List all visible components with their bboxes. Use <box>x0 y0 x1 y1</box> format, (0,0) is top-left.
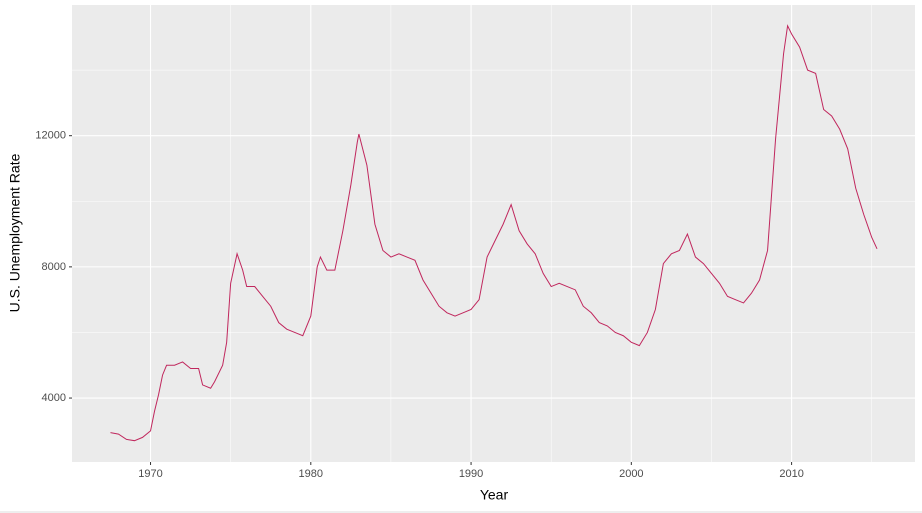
data-line <box>110 24 878 442</box>
x-tick-label: 1980 <box>299 468 323 480</box>
y-tick-label: 4000 <box>42 392 66 404</box>
x-tick-label: 1990 <box>459 468 483 480</box>
y-tick-label: 8000 <box>42 261 66 273</box>
y-axis-title: U.S. Unemployment Rate <box>7 153 23 312</box>
x-tick-label: 2000 <box>619 468 643 480</box>
panel <box>72 5 915 462</box>
y-tick-label: 12000 <box>35 130 66 142</box>
x-axis-title: Year <box>480 487 509 503</box>
x-tick-label: 2010 <box>779 468 803 480</box>
x-tick-label: 1970 <box>138 468 162 480</box>
